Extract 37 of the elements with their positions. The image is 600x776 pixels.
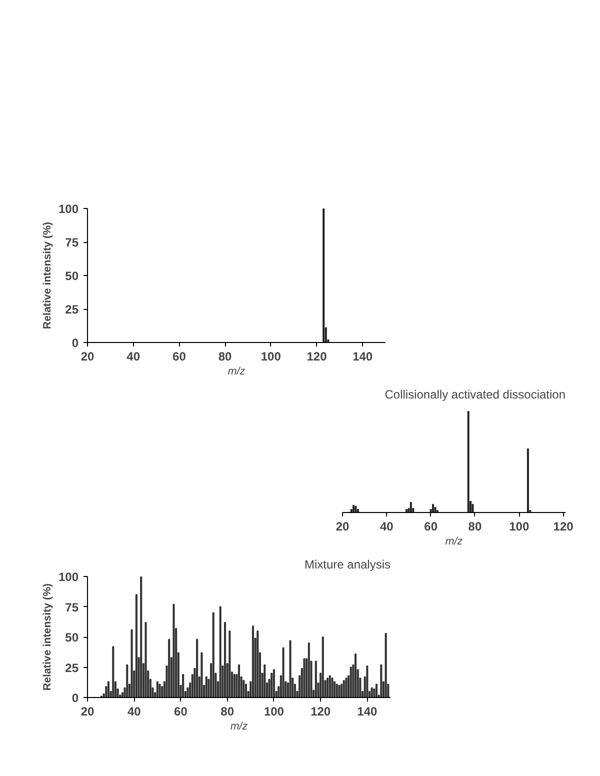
y-axis-title: Relative intensity (%) (41, 582, 54, 691)
x-tick-label: 80 (220, 704, 234, 718)
x-tick-label: 100 (260, 350, 282, 364)
x-tick-label: 20 (80, 350, 94, 364)
x-tick-label: 60 (424, 520, 438, 534)
y-tick-label: 25 (65, 660, 79, 675)
x-tick-label: 140 (352, 350, 373, 364)
x-axis-title: m/z (230, 720, 248, 732)
y-axis-title: Relative intensity (%) (41, 221, 54, 330)
x-tick-label: 60 (174, 704, 188, 718)
y-tick-label: 100 (58, 570, 79, 584)
y-tick-label: 75 (65, 236, 79, 250)
y-tick-label: 75 (65, 600, 79, 614)
x-tick-label: 40 (380, 520, 394, 534)
chart-title: Mixture analysis (304, 558, 391, 572)
x-tick-label: 40 (127, 704, 142, 718)
x-tick-label: 20 (80, 704, 94, 718)
x-tick-label: 120 (553, 520, 574, 534)
x-tick-label: 20 (336, 520, 350, 534)
x-tick-label: 120 (306, 350, 328, 364)
x-axis-title: m/z (228, 366, 246, 378)
y-tick-label: 25 (65, 302, 79, 316)
x-tick-label: 100 (264, 704, 284, 718)
x-tick-label: 120 (310, 704, 331, 718)
x-tick-label: 140 (357, 704, 378, 718)
x-tick-label: 60 (172, 350, 186, 364)
x-tick-label: 80 (218, 350, 232, 364)
y-tick-label: 50 (65, 630, 79, 644)
y-tick-label: 0 (72, 691, 79, 705)
chart-title: Collisionally activated dissociation (384, 388, 566, 402)
y-tick-label: 50 (65, 269, 79, 283)
x-axis-title: m/z (445, 536, 464, 548)
y-tick-label: 100 (58, 202, 79, 216)
x-tick-label: 100 (509, 520, 530, 534)
x-tick-label: 80 (468, 520, 482, 534)
y-tick-label: 0 (72, 336, 79, 350)
x-tick-label: 40 (126, 350, 140, 364)
